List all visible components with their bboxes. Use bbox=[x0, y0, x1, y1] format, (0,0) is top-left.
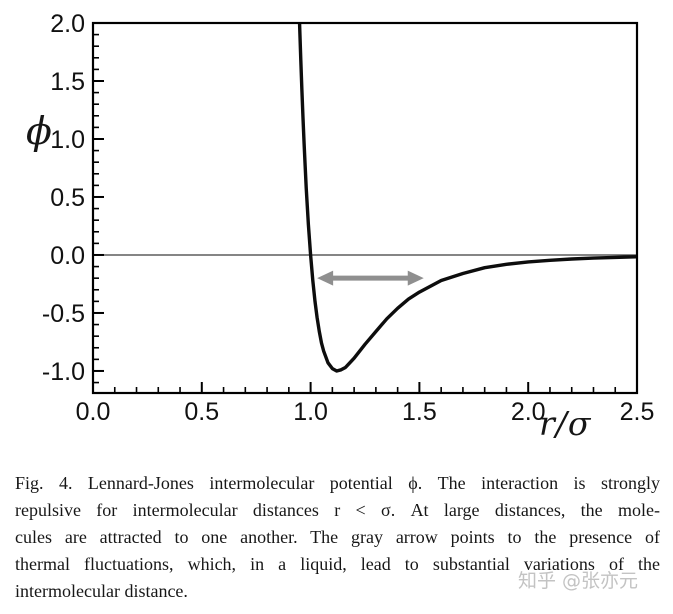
lj-potential-curve bbox=[297, 23, 637, 373]
caption-line-3: cules are attracted to one another. The … bbox=[15, 527, 660, 547]
caption-line-4: thermal fluctuations, which, in a liquid… bbox=[15, 554, 660, 574]
x-tick-label: 0.0 bbox=[76, 398, 111, 426]
x-tick-label: 1.5 bbox=[402, 398, 437, 426]
lennard-jones-plot: 0.0 0.5 1.0 1.5 2.0 2.5 2.0 1.5 1.0 0.5 0.0 -0.5 -1.… bbox=[42, 10, 655, 426]
figure-caption: Fig. 4. Lennard-Jones intermolecular pot… bbox=[15, 470, 660, 605]
y-tick-label: 1.0 bbox=[50, 126, 85, 154]
y-tick-label: -0.5 bbox=[42, 300, 85, 328]
plot-frame bbox=[91, 21, 639, 395]
y-tick-label: 1.5 bbox=[50, 68, 85, 96]
y-axis-label: ϕ bbox=[26, 109, 52, 153]
thermal-fluctuation-arrow bbox=[317, 270, 424, 286]
y-tick-label: -1.0 bbox=[42, 358, 85, 386]
arrow-head-right bbox=[407, 270, 424, 286]
caption-line-1: Fig. 4. Lennard-Jones intermolecular pot… bbox=[15, 473, 660, 493]
caption-line-2: repulsive for intermolecular distances r… bbox=[15, 500, 660, 520]
x-tick-label: 2.0 bbox=[511, 398, 546, 426]
y-tick-label: 0.0 bbox=[50, 242, 85, 270]
caption-line-5: intermolecular distance. bbox=[15, 581, 188, 601]
watermark-text: 知乎 @张亦元 bbox=[518, 570, 639, 592]
x-tick-label: 0.5 bbox=[184, 398, 219, 426]
arrow-head-left bbox=[317, 270, 334, 286]
x-tick-label: 1.0 bbox=[293, 398, 328, 426]
x-tick-label: 2.5 bbox=[620, 398, 655, 426]
x-axis-label: r/σ bbox=[539, 404, 592, 443]
y-tick-label: 0.5 bbox=[50, 184, 85, 212]
y-tick-label: 2.0 bbox=[50, 10, 85, 38]
